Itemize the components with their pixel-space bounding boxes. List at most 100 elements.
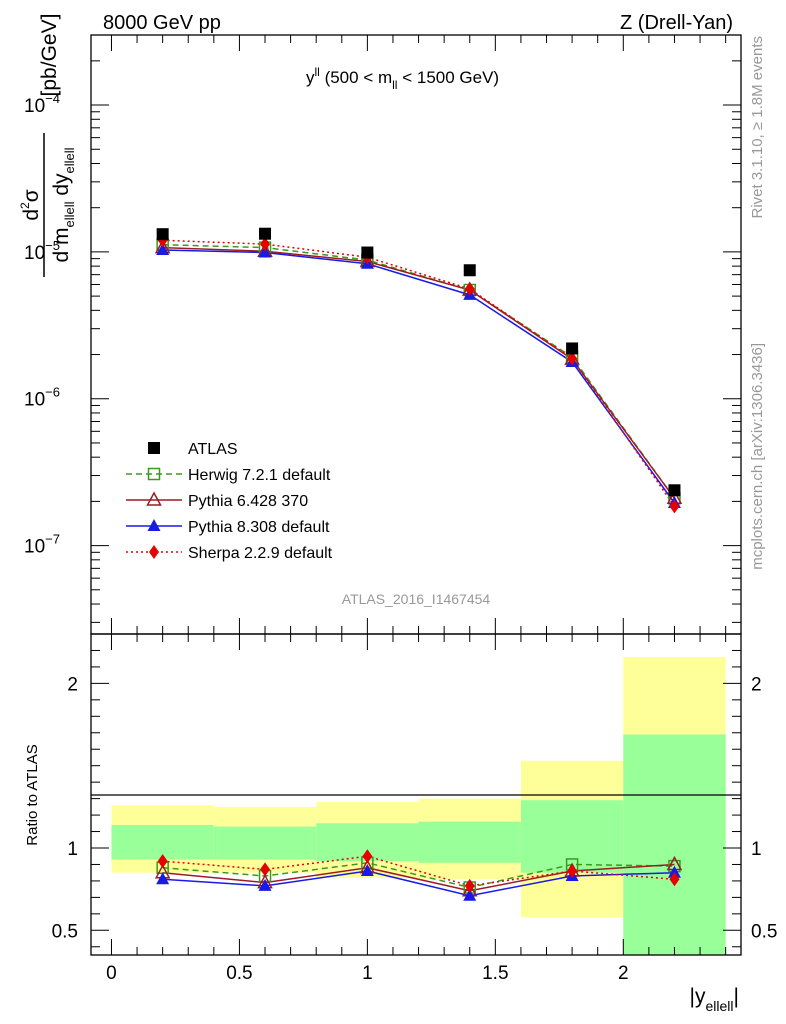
ratio-point-pythia-8-308-default — [258, 878, 272, 891]
ratio-uncertainty-bands — [111, 657, 726, 955]
header-right: Z (Drell-Yan) — [620, 12, 733, 34]
legend-label-herwig-7-2-1-default: Herwig 7.2.1 default — [188, 467, 331, 484]
plot-title-sub: ll — [392, 78, 397, 92]
plot-title: yll (500 < mll < 1500 GeV) — [306, 65, 499, 92]
ylabel-den-2: dy — [50, 173, 73, 202]
main-ytick-label: 10−6 — [24, 385, 60, 411]
xlabel-end: | — [734, 985, 739, 1008]
point-sherpa-2-2-9-default — [464, 281, 475, 296]
xtick-label: 1.5 — [482, 963, 508, 984]
ratio-ylabel: Ratio to ATLAS — [24, 744, 41, 845]
ratio-point-pythia-8-308-default — [667, 865, 681, 878]
ratio-band-inner — [111, 824, 214, 860]
legend-marker-pythia-6-428-370 — [146, 491, 162, 506]
main-plot-series — [154, 227, 683, 514]
ylabel-num-sigma: σ — [20, 189, 43, 202]
ylabel-den-2-sub: ellell — [62, 147, 77, 173]
legend-label-atlas: ATLAS — [188, 441, 238, 458]
ratio-point-sherpa-2-2-9-default — [260, 862, 271, 877]
xlabel: |yellell| — [690, 985, 739, 1014]
ratio-band-inner — [623, 734, 726, 955]
main-ytick-label: 10−7 — [24, 532, 60, 558]
ratio-axis-ticks: 0.5 0.5 1 1 2 2 0 0.5 1 1.5 2 — [52, 634, 777, 984]
ratio-line-sherpa-2-2-9-default — [162, 855, 675, 887]
xtick-label: 1 — [362, 963, 373, 984]
legend-marker-pythia-8-308-default — [147, 519, 161, 531]
point-pythia-8-308-default — [258, 245, 272, 258]
point-atlas — [259, 227, 272, 240]
mcplots-label: mcplots.cern.ch [arXiv:1306.3436] — [749, 343, 766, 570]
xlabel-sub: ellell — [706, 998, 734, 1014]
ylabel-denominator: d mellell dyellell — [50, 147, 77, 262]
ratio-band-inner — [418, 821, 521, 863]
ratio-ytick-label-right: 0.5 — [751, 921, 777, 942]
plot-title-sup: ll — [315, 65, 320, 79]
analysis-watermark: ATLAS_2016_I1467454 — [342, 591, 491, 607]
ratio-ytick-label-right: 2 — [751, 674, 762, 695]
header-left: 8000 GeV pp — [103, 12, 221, 34]
ratio-point-sherpa-2-2-9-default — [464, 878, 475, 893]
ratio-band-inner — [520, 800, 624, 873]
xtick-label: 0 — [106, 963, 117, 984]
ytick-exponent: −4 — [45, 91, 60, 106]
legend-label-pythia-6-428-370: Pythia 6.428 370 — [188, 493, 308, 510]
ytick-mantissa: 10 — [24, 390, 45, 411]
ylabel-den-1: d m — [50, 228, 73, 263]
ylabel-numerator: d2σ — [18, 189, 43, 220]
ratio-point-pythia-8-308-default — [156, 872, 170, 885]
ratio-plot-series — [154, 849, 683, 901]
ratio-point-pythia-8-308-default — [360, 864, 374, 877]
point-sherpa-2-2-9-default — [669, 499, 680, 514]
legend-label-pythia-8-308-default: Pythia 8.308 default — [188, 519, 330, 536]
ratio-ytick-label-left: 0.5 — [52, 921, 78, 942]
legend-marker-atlas — [148, 442, 160, 454]
ratio-point-sherpa-2-2-9-default — [362, 849, 373, 864]
ytick-mantissa: 10 — [24, 96, 45, 117]
ratio-point-sherpa-2-2-9-default — [567, 864, 578, 879]
ratio-line-pythia-8-308-default — [162, 870, 675, 897]
ratio-panel-frame — [90, 633, 742, 956]
legend-marker-sherpa-2-2-9-default — [149, 545, 159, 559]
ytick-exponent: −5 — [45, 238, 60, 253]
point-atlas — [463, 264, 476, 277]
xlabel-main: |y — [690, 985, 706, 1008]
point-sherpa-2-2-9-default — [260, 237, 271, 252]
legend-label-sherpa-2-2-9-default: Sherpa 2.2.9 default — [188, 545, 333, 562]
ratio-ytick-label-right: 1 — [751, 839, 762, 860]
ratio-line-pythia-6-428-370 — [162, 863, 675, 892]
ratio-point-pythia-8-308-default — [463, 888, 477, 901]
rivet-label: Rivet 3.1.10, ≥ 1.8M events — [749, 36, 766, 219]
plot-title-end: < 1500 GeV) — [397, 68, 499, 87]
ratio-band-inner — [213, 826, 317, 860]
ratio-line-herwig-7-2-1-default — [162, 862, 675, 889]
main-axis-ticks: 10−410−510−610−7 — [24, 35, 741, 634]
ytick-mantissa: 10 — [24, 243, 45, 264]
ratio-ytick-label-left: 2 — [67, 674, 78, 695]
legend-marker-herwig-7-2-1-default — [147, 467, 161, 481]
main-ytick-label: 10−4 — [24, 91, 60, 117]
point-pythia-8-308-default — [156, 243, 170, 256]
ratio-point-sherpa-2-2-9-default — [157, 854, 168, 869]
ylabel-num-d: d — [20, 209, 43, 221]
ytick-exponent: −7 — [45, 532, 60, 547]
main-ytick-label: 10−5 — [24, 238, 60, 264]
plot-title-main: y — [306, 68, 315, 87]
ytick-exponent: −6 — [45, 385, 60, 400]
ylabel-unit: [pb/GeV] — [38, 14, 61, 97]
line-sherpa-2-2-9-default — [162, 239, 676, 507]
xtick-label: 0.5 — [226, 963, 252, 984]
legend: ATLAS Herwig 7.2.1 default Pythia 6.428 37… — [126, 441, 333, 562]
xtick-label: 2 — [618, 963, 629, 984]
ytick-mantissa: 10 — [24, 537, 45, 558]
point-atlas — [668, 484, 681, 497]
line-pythia-8-308-default — [162, 249, 676, 504]
point-atlas — [566, 342, 579, 355]
point-sherpa-2-2-9-default — [567, 351, 578, 366]
ylabel-num-exp: 2 — [18, 202, 32, 209]
point-atlas — [361, 246, 374, 259]
point-atlas — [156, 228, 169, 241]
ratio-ytick-label-left: 1 — [67, 839, 78, 860]
main-ylabel: d2σ d mellell dyellell [pb/GeV] — [18, 14, 77, 277]
line-herwig-7-2-1-default — [162, 243, 676, 499]
